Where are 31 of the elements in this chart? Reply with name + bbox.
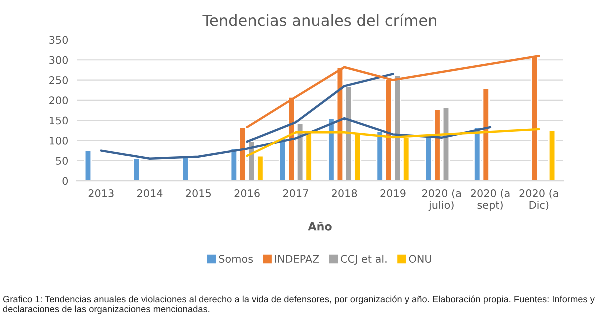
line-series [246, 73, 394, 144]
x-tick-label: 2015 [186, 190, 212, 198]
x-tick-label: 2016 [234, 190, 260, 198]
y-tick-label: 200 [50, 96, 68, 105]
x-tick-label: 2014 [138, 190, 163, 198]
y-tick-label: 350 [50, 36, 68, 44]
text: Grafico 1: Tendencias anuales de violaciones al derecho a la vida de defensores, por organización y año. Elaboración propia. Fuentes: Informes y declaraciones de las organizaciones mencionadas. [3, 296, 595, 314]
x-tick-label: 2017 [283, 190, 308, 198]
y-tick-label: 300 [50, 56, 68, 64]
y-tick-label: 50 [56, 157, 68, 165]
y-tick-label: 100 [50, 136, 68, 145]
x-tick-label: 2020 (a Dic) [520, 189, 558, 210]
bar [182, 156, 190, 182]
chart-title: Tendencias anuales del crímen [202, 14, 436, 26]
bar [84, 150, 92, 182]
x-tick-label: 2018 [332, 190, 358, 198]
y-tick-label: 150 [50, 116, 68, 125]
x-tick-label: 2020 (a julio) [422, 189, 462, 212]
x-tick-label: 2013 [88, 190, 114, 198]
y-tick-label: 250 [50, 76, 68, 84]
legend-label: Somos [219, 255, 254, 264]
x-axis-title: Año [308, 222, 332, 231]
x-tick-label: 2019 [380, 190, 406, 198]
legend-label: ONU [409, 255, 432, 264]
bar [548, 130, 556, 182]
legend-label: CCJ et al. [341, 254, 387, 265]
x-tick-label: 2020 (a sept) [471, 189, 510, 212]
bar [133, 158, 141, 182]
legend-label: INDEPAZ [275, 255, 320, 263]
line-series [100, 117, 492, 160]
y-tick-label: 0 [62, 177, 68, 186]
